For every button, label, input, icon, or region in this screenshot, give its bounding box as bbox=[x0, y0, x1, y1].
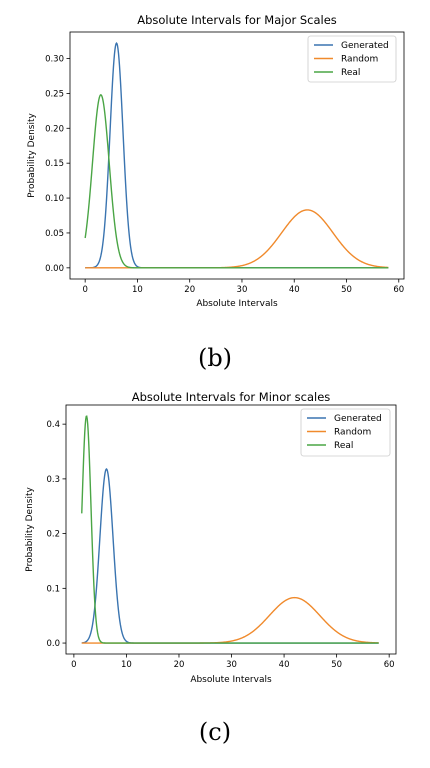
panel-label-c: (c) bbox=[199, 718, 231, 746]
x-tick-label: 20 bbox=[184, 285, 195, 295]
x-tick-label: 60 bbox=[384, 660, 395, 670]
legend-box bbox=[307, 35, 397, 83]
x-axis-label: Absolute Intervals bbox=[196, 299, 278, 309]
chart-minor-scales: Absolute Intervals for Minor scales 0 10 20… bbox=[25, 390, 397, 685]
x-tick-label: 0 bbox=[82, 285, 87, 295]
chart-major-scales: Absolute Intervals for Major Scales 0 10 20… bbox=[27, 13, 405, 309]
x-tick-label: 60 bbox=[393, 285, 404, 295]
y-tick-label: 0.2 bbox=[46, 530, 60, 540]
y-axis-label: Probability Density bbox=[25, 487, 35, 572]
panel-label-b: (b) bbox=[198, 344, 232, 372]
y-tick-label: 0.3 bbox=[46, 475, 60, 485]
x-tick-label: 30 bbox=[237, 285, 248, 295]
x-tick-label: 10 bbox=[132, 285, 143, 295]
x-tick-label: 50 bbox=[341, 285, 352, 295]
y-tick-label: 0.1 bbox=[46, 584, 60, 594]
series-line-random bbox=[81, 596, 379, 644]
legend: Generated Random Real bbox=[300, 408, 391, 457]
plot-frame bbox=[65, 404, 397, 655]
series-line-generated bbox=[81, 468, 379, 644]
series-line-real bbox=[84, 93, 389, 269]
x-tick-label: 10 bbox=[121, 660, 132, 670]
x-tick-label: 30 bbox=[226, 660, 237, 670]
y-tick-label: 0.00 bbox=[45, 264, 64, 274]
y-tick-label: 0.10 bbox=[45, 194, 64, 204]
legend-label-generated: Generated bbox=[341, 41, 389, 51]
y-tick-label: 0.25 bbox=[45, 89, 64, 99]
y-tick-label: 0.4 bbox=[46, 420, 60, 430]
y-tick-label: 0.0 bbox=[46, 639, 60, 649]
legend-label-generated: Generated bbox=[334, 414, 382, 424]
legend-label-real: Real bbox=[334, 441, 353, 451]
series-line-random bbox=[85, 209, 389, 269]
chart-title: Absolute Intervals for Minor scales bbox=[132, 390, 331, 404]
legend-label-random: Random bbox=[341, 55, 378, 65]
y-tick-label: 0.20 bbox=[45, 124, 64, 134]
legend-label-random: Random bbox=[334, 428, 371, 438]
y-tick-label: 0.15 bbox=[45, 159, 64, 169]
x-tick-label: 40 bbox=[289, 285, 300, 295]
x-tick-label: 50 bbox=[331, 660, 342, 670]
legend: Generated Random Real bbox=[307, 35, 397, 83]
chart-title: Absolute Intervals for Major Scales bbox=[137, 13, 337, 27]
y-tick-label: 0.30 bbox=[45, 55, 64, 65]
series-line-real bbox=[81, 415, 379, 644]
x-tick-label: 40 bbox=[279, 660, 290, 670]
x-tick-label: 0 bbox=[71, 660, 76, 670]
plot-frame bbox=[69, 31, 405, 280]
y-tick-label: 0.05 bbox=[45, 229, 64, 239]
legend-label-real: Real bbox=[341, 68, 360, 78]
x-axis-label: Absolute Intervals bbox=[190, 675, 272, 685]
x-tick-label: 20 bbox=[174, 660, 185, 670]
y-axis-label: Probability Density bbox=[27, 113, 37, 198]
